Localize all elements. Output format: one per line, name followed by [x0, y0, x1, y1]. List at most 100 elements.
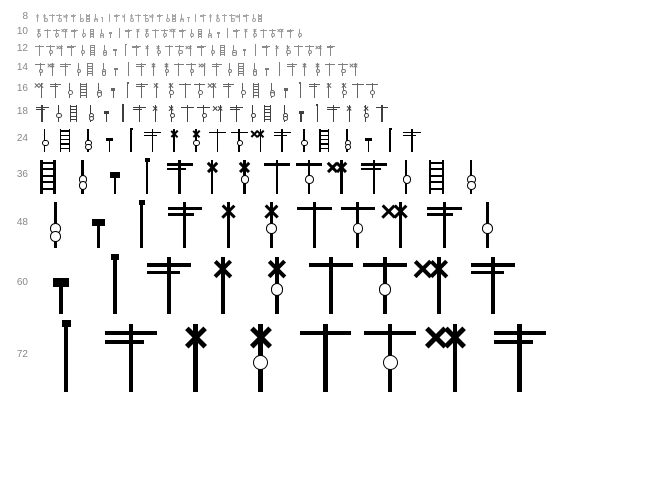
sample-line: [34, 254, 520, 314]
glyph-pole-arm-ring: [336, 200, 379, 248]
glyph-pole-cross-ring: [164, 82, 178, 98]
waterfall-row-72: 72: [0, 316, 640, 392]
glyph-pole-cross: [322, 82, 336, 98]
glyph-pole-cross: [241, 28, 250, 38]
glyph-signal-dot: [92, 14, 99, 22]
glyph-pole-cross: [133, 28, 142, 38]
glyph-pole-cross: [207, 200, 250, 248]
glyph-signal-dot: [205, 28, 214, 38]
glyph-bracket: [34, 104, 50, 122]
glyph-low-signal: [77, 200, 120, 248]
size-label: 10: [0, 26, 34, 37]
glyph-pole-arm: [351, 82, 365, 98]
glyph-gantry: [199, 14, 206, 22]
glyph-pole-ring: [72, 62, 85, 76]
glyph-double-cross: [169, 28, 178, 38]
glyph-ladder: [34, 158, 66, 194]
glyph-ladder: [218, 44, 229, 56]
glyph-pole-cross-ring: [336, 82, 350, 98]
glyph-pole-arm-ring: [358, 320, 423, 392]
glyph-double-cross: [315, 44, 326, 56]
waterfall-row-12: 12: [0, 40, 640, 56]
glyph-pole-arm-ring: [142, 14, 149, 22]
glyph-pole-ring: [34, 128, 56, 152]
glyph-signal-dot: [99, 44, 110, 56]
glyph-ladder: [171, 14, 178, 22]
sample-line: [34, 28, 304, 38]
glyph-pole-arm: [324, 62, 337, 76]
glyph-pole-arm-ring: [45, 44, 56, 56]
glyph-pole-arm-ring: [358, 254, 412, 314]
glyph-pole-ring: [250, 14, 257, 22]
glyph-signal-dot: [228, 44, 239, 56]
glyph-double-cross: [198, 62, 211, 76]
glyph-gantry: [99, 320, 164, 392]
glyph-low-signal: [293, 104, 309, 122]
glyph-tall-pole: [115, 104, 131, 122]
glyph-pole-cross: [196, 158, 228, 194]
glyph-pole-arm: [259, 28, 268, 38]
waterfall-row-36: 36: [0, 154, 640, 194]
glyph-double-cross: [349, 62, 362, 76]
sample-line: [34, 44, 336, 56]
glyph-pole-ring: [50, 104, 66, 122]
glyph-bracket: [48, 82, 62, 98]
sample-line: [34, 158, 487, 194]
glyph-pole-arm: [173, 62, 186, 76]
glyph-signal-dot: [66, 158, 98, 194]
glyph-signal-dot: [92, 82, 106, 98]
glyph-pole-arm: [164, 44, 175, 56]
glyph-pole-cross: [298, 62, 311, 76]
size-label: 24: [0, 133, 34, 144]
glyph-low-signal: [110, 62, 123, 76]
glyph-gantry: [164, 158, 196, 194]
glyph-tall-pole: [106, 14, 113, 22]
glyph-ladder: [88, 28, 97, 38]
glyph-pole-arm: [374, 104, 390, 122]
glyph-pole-arm-ring: [304, 44, 315, 56]
glyph-tall-pole: [120, 200, 163, 248]
size-label: 36: [0, 169, 34, 180]
glyph-ladder: [196, 28, 205, 38]
glyph-ladder: [236, 62, 249, 76]
glyph-gantry: [261, 44, 272, 56]
size-label: 48: [0, 217, 34, 228]
glyph-pole-cross: [342, 104, 358, 122]
sample-line: [34, 104, 390, 122]
glyph-pole-ring: [79, 28, 88, 38]
glyph-signal-dot: [97, 28, 106, 38]
glyph-bracket: [228, 104, 244, 122]
glyph-pole-cross: [120, 14, 127, 22]
glyph-pole-ring: [77, 44, 88, 56]
glyph-ladder: [56, 128, 78, 152]
glyph-pole-cross-ring: [34, 28, 43, 38]
glyph-double-cross: [250, 128, 272, 152]
glyph-pole-ring: [295, 28, 304, 38]
glyph-low-signal: [110, 44, 121, 56]
glyph-pole-arm-ring: [228, 128, 250, 152]
glyph-double-cross: [423, 320, 488, 392]
glyph-low-signal: [239, 44, 250, 56]
glyph-gantry: [135, 62, 148, 76]
glyph-gantry: [124, 28, 133, 38]
waterfall-row-48: 48: [0, 196, 640, 248]
glyph-pole-cross-ring: [250, 28, 259, 38]
glyph-double-cross: [149, 14, 156, 22]
glyph-bracket: [66, 44, 77, 56]
glyph-gantry: [131, 104, 147, 122]
waterfall-row-18: 18: [0, 100, 640, 122]
glyph-pole-cross: [147, 62, 160, 76]
glyph-pole-ring: [163, 14, 170, 22]
glyph-pole-cross-ring: [311, 62, 324, 76]
size-label: 60: [0, 277, 34, 288]
glyph-pole-arm: [207, 128, 229, 152]
glyph-tall-pole: [293, 82, 307, 98]
glyph-pole-ring: [63, 82, 77, 98]
glyph-gantry: [131, 44, 142, 56]
glyph-pole-cross-ring: [142, 28, 151, 38]
glyph-bracket: [272, 128, 294, 152]
glyph-pole-cross-ring: [153, 44, 164, 56]
glyph-signal-dot: [455, 158, 487, 194]
glyph-signal-dot: [97, 62, 110, 76]
glyph-pole-arm: [34, 44, 45, 56]
